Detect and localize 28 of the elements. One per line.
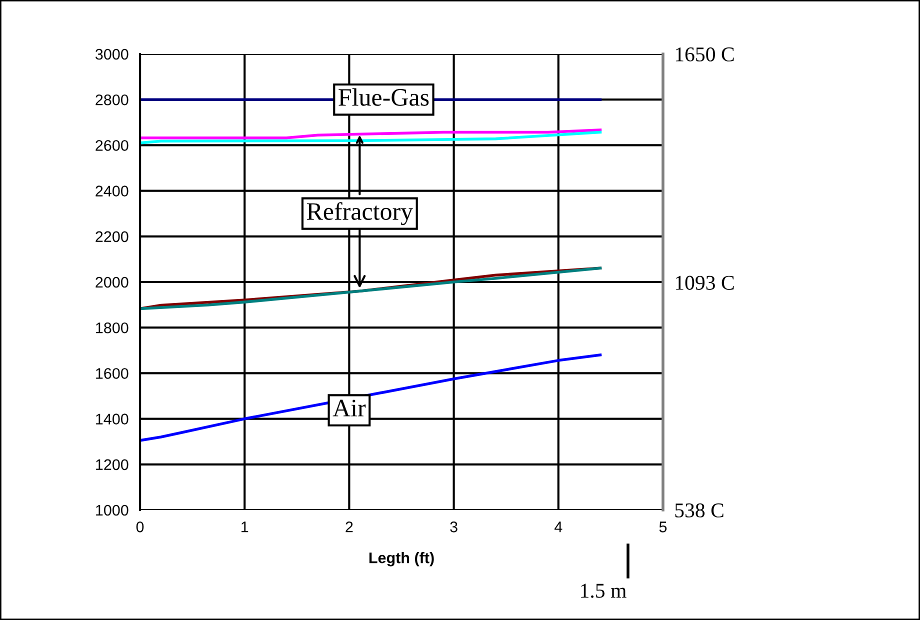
line-series xyxy=(140,354,602,442)
annotation: Refractory xyxy=(306,202,414,226)
y-tick-label: 1200 xyxy=(96,459,128,470)
y-tick-label: 1400 xyxy=(96,414,128,424)
y-tick-label: 1000 xyxy=(96,504,128,516)
line-series xyxy=(140,130,602,144)
y-tick-label: 2200 xyxy=(96,231,128,242)
y2-tick-label: 1093 C xyxy=(676,276,734,290)
x-tick-label: 4 xyxy=(554,522,562,532)
y-tick-label: 1600 xyxy=(96,368,128,379)
y2-tick-label: 1650 C xyxy=(676,47,734,62)
x-tick-label: 2 xyxy=(346,522,353,532)
y-tick-label: 2600 xyxy=(96,140,128,151)
y2-tick-label: 538 C xyxy=(675,503,724,518)
y-tick-label: 2400 xyxy=(96,186,128,196)
x-axis-title: Legth (ft) xyxy=(369,552,434,566)
annotation: Flue-Gas xyxy=(338,88,429,106)
y-tick-label: 1800 xyxy=(96,322,128,334)
x-tick-label: 3 xyxy=(450,522,458,532)
annotation: Air xyxy=(332,400,366,416)
x-tick-label: 1 xyxy=(242,522,248,532)
y-tick-label: 2000 xyxy=(96,276,128,288)
y-tick-label: 2800 xyxy=(96,94,128,106)
x-tick-label: 0 xyxy=(136,522,144,532)
y-tick-label: 3000 xyxy=(95,48,128,60)
line-series xyxy=(140,128,602,140)
x-tick-label: 5 xyxy=(659,522,667,532)
text: 1.5 m xyxy=(581,584,626,598)
